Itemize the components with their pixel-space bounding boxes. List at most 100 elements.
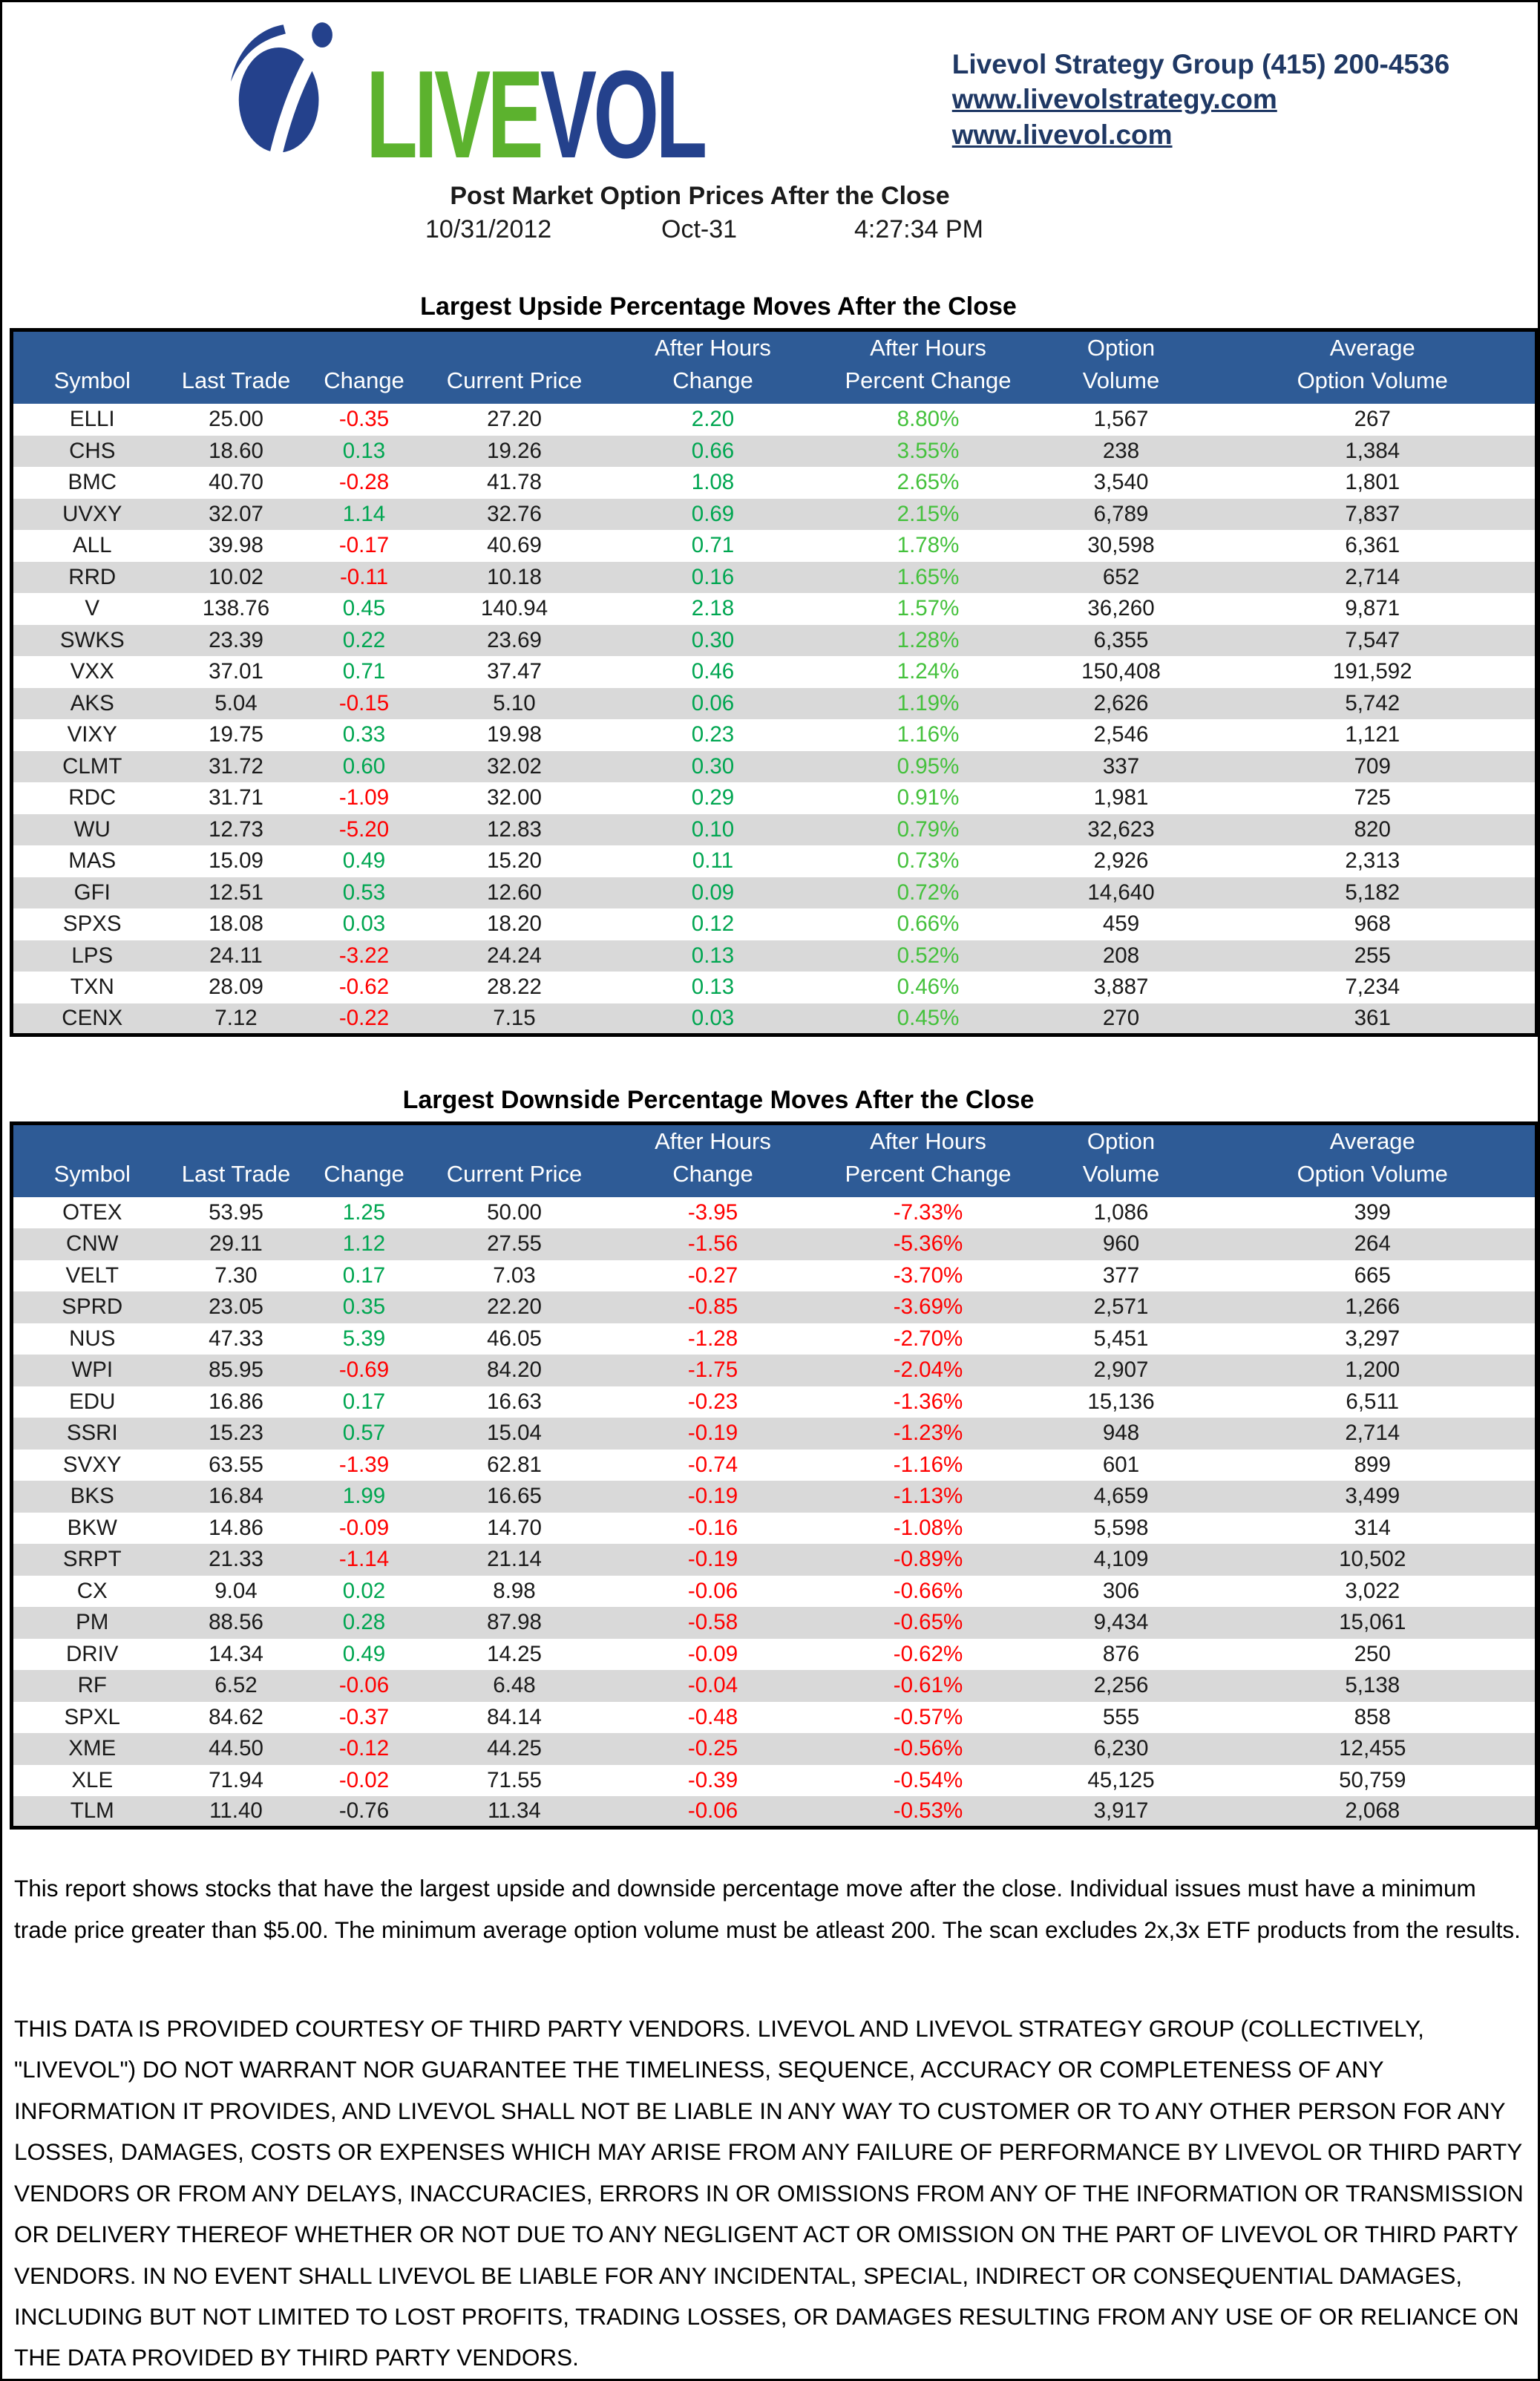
current-price-cell: 10.18 — [487, 564, 542, 589]
after-hours-change-cell: 0.13 — [691, 975, 735, 1000]
current-price-cell: 28.22 — [487, 975, 542, 1000]
report-footer: This report shows stocks that have the l… — [14, 1868, 1527, 2379]
change-cell: -0.12 — [338, 1736, 390, 1761]
avg-option-volume-cell: 1,801 — [1345, 470, 1400, 495]
last-trade-cell: 6.52 — [214, 1673, 258, 1698]
table-row: NUS 47.33 5.39 46.05 -1.28 -2.70% 5,451 3,297 — [11, 1323, 1537, 1355]
column-header: Symbol — [53, 1160, 131, 1187]
after-hours-percent-cell: -7.33% — [893, 1199, 963, 1225]
avg-option-volume-cell: 2,068 — [1345, 1798, 1400, 1824]
current-price-cell: 5.10 — [493, 690, 536, 715]
table-row: SSRI 15.23 0.57 15.04 -0.19 -1.23% 948 2,714 — [11, 1418, 1537, 1450]
after-hours-change-cell: 0.30 — [691, 753, 735, 779]
after-hours-percent-cell: 1.57% — [897, 596, 960, 621]
change-cell: 0.35 — [342, 1294, 386, 1320]
after-hours-percent-cell: 2.15% — [897, 501, 960, 526]
column-header: Option Volume — [1082, 335, 1160, 394]
option-volume-cell: 3,887 — [1093, 975, 1149, 1000]
avg-option-volume-cell: 2,714 — [1345, 1421, 1400, 1446]
report-disclaimer: THIS DATA IS PROVIDED COURTESY OF THIRD … — [14, 2014, 1524, 2371]
change-cell: -1.14 — [338, 1547, 390, 1572]
symbol-cell: VIXY — [67, 722, 117, 747]
logo-vol-text: VOL — [540, 45, 707, 185]
current-price-cell: 32.02 — [487, 753, 542, 779]
downside-table-section: Largest Downside Percentage Moves After … — [2, 1086, 1538, 1830]
after-hours-change-cell: 0.06 — [691, 690, 735, 715]
symbol-cell: LPS — [71, 943, 114, 968]
after-hours-change-cell: 0.23 — [691, 722, 735, 747]
strategy-site-link[interactable]: www.livevolstrategy.com — [951, 84, 1277, 115]
option-volume-cell: 4,659 — [1093, 1484, 1149, 1509]
symbol-cell: XLE — [71, 1767, 114, 1792]
current-price-cell: 87.98 — [487, 1610, 542, 1635]
option-volume-cell: 208 — [1102, 943, 1140, 968]
table-row: BKW 14.86 -0.09 14.70 -0.16 -1.08% 5,598 314 — [11, 1512, 1537, 1545]
last-trade-cell: 28.09 — [209, 975, 263, 1000]
option-volume-cell: 5,451 — [1093, 1326, 1149, 1351]
last-trade-cell: 85.95 — [209, 1357, 263, 1383]
change-cell: -0.09 — [338, 1515, 390, 1540]
symbol-cell: MAS — [68, 848, 117, 874]
after-hours-change-cell: -0.23 — [687, 1389, 738, 1414]
avg-option-volume-cell: 858 — [1354, 1704, 1391, 1729]
table-row: SPRD 23.05 0.35 22.20 -0.85 -3.69% 2,571 1,266 — [11, 1291, 1537, 1323]
after-hours-percent-cell: 1.28% — [897, 627, 960, 652]
option-volume-cell: 1,567 — [1093, 407, 1149, 432]
column-header: After Hours Percent Change — [845, 335, 1012, 394]
current-price-cell: 14.25 — [487, 1641, 542, 1666]
symbol-cell: DRIV — [66, 1641, 119, 1666]
current-price-cell: 140.94 — [480, 596, 548, 621]
option-volume-cell: 2,926 — [1093, 848, 1149, 874]
option-volume-cell: 36,260 — [1087, 596, 1155, 621]
avg-option-volume-cell: 10,502 — [1339, 1547, 1406, 1572]
last-trade-cell: 24.11 — [209, 943, 263, 968]
avg-option-volume-cell: 725 — [1354, 785, 1391, 810]
change-cell: 0.45 — [342, 596, 386, 621]
after-hours-percent-cell: -0.62% — [893, 1641, 963, 1666]
last-trade-cell: 12.73 — [209, 816, 263, 842]
option-volume-cell: 2,626 — [1093, 690, 1149, 715]
avg-option-volume-cell: 1,384 — [1345, 438, 1400, 463]
option-volume-cell: 150,408 — [1081, 659, 1161, 684]
last-trade-cell: 44.50 — [209, 1736, 263, 1761]
change-cell: 0.13 — [342, 438, 386, 463]
table-row: CNW 29.11 1.12 27.55 -1.56 -5.36% 960 264 — [11, 1228, 1537, 1260]
current-price-cell: 41.78 — [487, 470, 542, 495]
livevol-site-link[interactable]: www.livevol.com — [951, 119, 1173, 150]
after-hours-change-cell: -0.06 — [687, 1798, 738, 1824]
after-hours-change-cell: -0.27 — [687, 1262, 738, 1288]
current-price-cell: 8.98 — [493, 1578, 536, 1603]
table-row: SPXS 18.08 0.03 18.20 0.12 0.66% 459 968 — [11, 908, 1537, 940]
avg-option-volume-cell: 50,759 — [1339, 1767, 1406, 1792]
after-hours-change-cell: 2.20 — [691, 407, 735, 432]
avg-option-volume-cell: 709 — [1354, 753, 1391, 779]
last-trade-cell: 11.40 — [209, 1798, 263, 1824]
after-hours-change-cell: 0.03 — [691, 1005, 735, 1030]
after-hours-percent-cell: -0.57% — [893, 1704, 963, 1729]
current-price-cell: 50.00 — [487, 1199, 542, 1225]
table-row: CLMT 31.72 0.60 32.02 0.30 0.95% 337 709 — [11, 750, 1537, 783]
avg-option-volume-cell: 7,547 — [1345, 627, 1400, 652]
after-hours-change-cell: -0.19 — [687, 1421, 738, 1446]
avg-option-volume-cell: 1,200 — [1345, 1357, 1400, 1383]
table-row: XME 44.50 -0.12 44.25 -0.25 -0.56% 6,230 12,455 — [11, 1733, 1537, 1765]
symbol-cell: RDC — [68, 785, 117, 810]
avg-option-volume-cell: 3,297 — [1345, 1326, 1400, 1351]
after-hours-percent-cell: 0.72% — [897, 880, 960, 905]
change-cell: 0.53 — [342, 880, 386, 905]
table-row: EDU 16.86 0.17 16.63 -0.23 -1.36% 15,136 6,511 — [11, 1386, 1537, 1418]
current-price-cell: 32.00 — [487, 785, 542, 810]
last-trade-cell: 37.01 — [209, 659, 263, 684]
change-cell: 0.60 — [342, 753, 386, 779]
change-cell: 0.71 — [342, 659, 386, 684]
symbol-cell: CLMT — [62, 753, 122, 779]
after-hours-percent-cell: 0.95% — [897, 753, 960, 779]
change-cell: -0.22 — [338, 1005, 390, 1030]
column-header-row: Symbol Last Trade Change Current Price After… — [11, 1123, 1537, 1197]
symbol-cell: VXX — [70, 659, 114, 684]
after-hours-percent-cell: 3.55% — [897, 438, 960, 463]
symbol-cell: GFI — [73, 880, 111, 905]
symbol-cell: CENX — [62, 1005, 123, 1030]
after-hours-percent-cell: -2.04% — [893, 1357, 963, 1383]
